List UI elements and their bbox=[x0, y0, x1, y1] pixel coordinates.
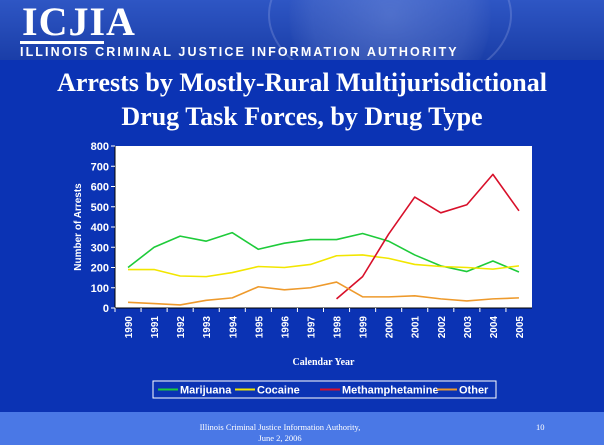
x-tick-label: 2004 bbox=[489, 316, 500, 339]
series-line-cocaine bbox=[128, 254, 520, 278]
y-axis-title: Number of Arrests bbox=[73, 183, 84, 271]
slide-title-line1: Arrests by Mostly-Rural Multijurisdictio… bbox=[57, 68, 547, 97]
y-tick-label: 800 bbox=[91, 141, 109, 153]
x-tick-label: 1997 bbox=[306, 316, 317, 339]
x-tick-label: 2000 bbox=[385, 316, 396, 339]
footer-line1: Illinois Criminal Justice Information Au… bbox=[199, 422, 361, 432]
x-tick-label: 1994 bbox=[228, 316, 239, 339]
x-tick-label: 1990 bbox=[124, 316, 135, 339]
footer-source: Illinois Criminal Justice Information Au… bbox=[120, 422, 440, 444]
slide-title-line2: Drug Task Forces, by Drug Type bbox=[121, 102, 483, 131]
y-tick-label: 500 bbox=[91, 202, 109, 214]
plot-area-background bbox=[115, 146, 532, 308]
header-banner: ICJIA ILLINOIS CRIMINAL JUSTICE INFORMAT… bbox=[0, 0, 604, 60]
slide-title: Arrests by Mostly-Rural Multijurisdictio… bbox=[10, 66, 594, 134]
x-tick-label: 1995 bbox=[254, 316, 265, 339]
agency-name: ILLINOIS CRIMINAL JUSTICE INFORMATION AU… bbox=[20, 45, 459, 59]
y-tick-label: 600 bbox=[91, 182, 109, 194]
y-tick-label: 400 bbox=[91, 222, 109, 234]
y-tick-label: 100 bbox=[91, 283, 109, 295]
legend-label-marijuana: Marijuana bbox=[180, 385, 232, 397]
state-seal-watermark bbox=[268, 0, 512, 60]
x-tick-label: 1998 bbox=[333, 316, 344, 339]
y-tick-label: 0 bbox=[103, 303, 109, 315]
arrests-line-chart: 0 100 200 300 400 500 600 700 800 1990 1991 1992 199… bbox=[73, 141, 532, 399]
footer-bar: Illinois Criminal Justice Information Au… bbox=[0, 412, 604, 445]
logo-underline bbox=[20, 41, 104, 44]
x-tick-label: 1996 bbox=[280, 316, 291, 339]
y-tick-label: 700 bbox=[91, 161, 109, 173]
x-tick-label: 1993 bbox=[202, 316, 213, 339]
x-tick-label: 1991 bbox=[150, 316, 161, 339]
y-tick-label: 300 bbox=[91, 242, 109, 254]
legend-label-methamphetamine: Methamphetamine bbox=[342, 385, 439, 397]
x-tick-label: 2003 bbox=[463, 316, 474, 339]
legend-box bbox=[152, 380, 497, 399]
page-number: 10 bbox=[536, 422, 545, 432]
y-tick-label: 200 bbox=[91, 263, 109, 275]
x-tick-label: 2001 bbox=[411, 316, 422, 339]
x-axis-title: Calendar Year bbox=[293, 357, 356, 368]
x-tick-label: 2002 bbox=[437, 316, 448, 339]
x-tick-label: 2005 bbox=[515, 316, 526, 339]
footer-line2: June 2, 2006 bbox=[258, 433, 302, 443]
series-line-marijuana bbox=[127, 231, 520, 273]
series-line-other bbox=[127, 281, 519, 306]
series-line-methamphetamine bbox=[336, 173, 520, 300]
icjia-logo: ICJIA bbox=[22, 0, 136, 44]
legend-label-other: Other bbox=[459, 385, 489, 397]
x-tick-label: 1999 bbox=[359, 316, 370, 339]
legend-label-cocaine: Cocaine bbox=[257, 385, 300, 397]
x-tick-label: 1992 bbox=[176, 316, 187, 339]
